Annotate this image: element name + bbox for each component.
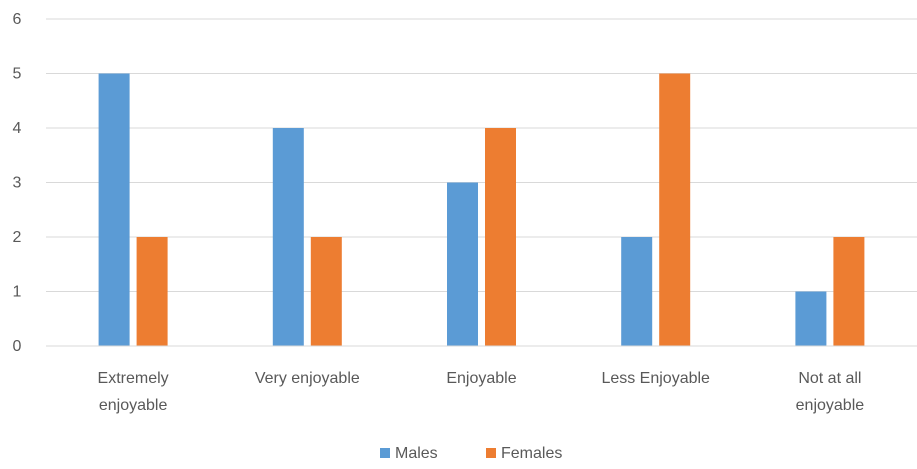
y-tick-label-1: 1 — [13, 284, 22, 301]
y-tick-label-0: 0 — [13, 338, 22, 355]
x-tick-label-0-1: enjoyable — [99, 397, 168, 414]
bar-females-3 — [659, 73, 691, 346]
bar-females-1 — [310, 237, 342, 346]
y-axis-tick-labels: 0 1 2 3 4 5 6 — [13, 11, 22, 355]
bar-males-0 — [98, 73, 130, 346]
y-tick-label-5: 5 — [13, 66, 22, 83]
bar-females-0 — [136, 237, 168, 346]
x-tick-label-1-0: Very enjoyable — [255, 370, 360, 387]
x-tick-label-4-1: enjoyable — [796, 397, 865, 414]
legend-label-males: Males — [395, 445, 438, 462]
y-tick-label-6: 6 — [13, 11, 22, 28]
x-tick-label-4-0: Not at all — [798, 370, 861, 387]
bar-males-4 — [795, 291, 827, 346]
y-tick-label-2: 2 — [13, 229, 22, 246]
y-tick-label-3: 3 — [13, 175, 22, 192]
x-tick-label-0-0: Extremely — [98, 370, 169, 387]
x-tick-label-2-0: Enjoyable — [446, 370, 516, 387]
bar-males-2 — [447, 182, 478, 346]
x-axis-category-labels: Extremely enjoyable Very enjoyable Enjoyabl… — [98, 370, 865, 414]
bar-females-4 — [833, 237, 865, 346]
bar-males-3 — [621, 237, 653, 346]
legend-swatch-females — [486, 448, 496, 458]
legend-swatch-males — [380, 448, 390, 458]
legend-label-females: Females — [501, 445, 562, 462]
bar-females-2 — [485, 128, 516, 346]
bar-males-1 — [272, 128, 304, 346]
bars — [98, 73, 865, 346]
x-tick-label-3-0: Less Enjoyable — [601, 370, 710, 387]
legend: Males Females — [380, 445, 562, 462]
gridlines — [46, 18, 917, 292]
y-tick-label-4: 4 — [13, 120, 22, 137]
